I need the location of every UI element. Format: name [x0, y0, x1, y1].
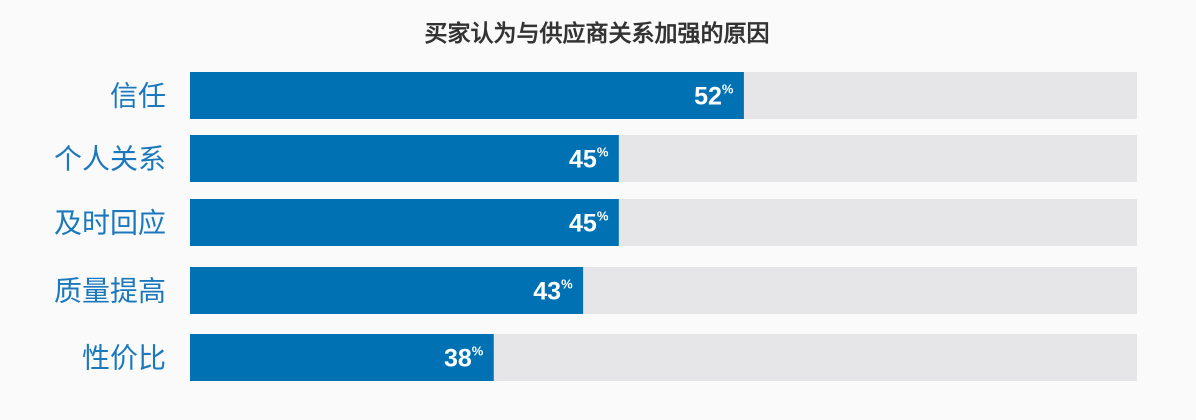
value-label: 38: [444, 345, 472, 373]
value-unit-label: %: [561, 277, 573, 292]
bar: [190, 135, 619, 182]
category-label: 及时回应: [54, 207, 166, 240]
value-unit-label: %: [597, 209, 609, 224]
bar: [190, 334, 494, 381]
chart-title: 买家认为与供应商关系加强的原因: [0, 14, 1196, 48]
value-unit-label: %: [722, 82, 734, 97]
value-label: 43: [533, 278, 561, 306]
category-label: 信任: [110, 80, 166, 113]
value-label: 52: [694, 83, 722, 111]
category-label: 质量提高: [54, 275, 166, 308]
value-label: 45: [569, 210, 597, 238]
value-unit-label: %: [597, 145, 609, 160]
bar: [190, 267, 584, 314]
value-unit-label: %: [472, 344, 484, 359]
chart-title-text: 买家认为与供应商关系加强的原因: [424, 21, 770, 47]
category-label: 性价比: [82, 342, 166, 375]
value-label: 45: [569, 146, 597, 174]
bar: [190, 72, 744, 119]
bar: [190, 199, 619, 246]
category-label: 个人关系: [54, 143, 166, 176]
